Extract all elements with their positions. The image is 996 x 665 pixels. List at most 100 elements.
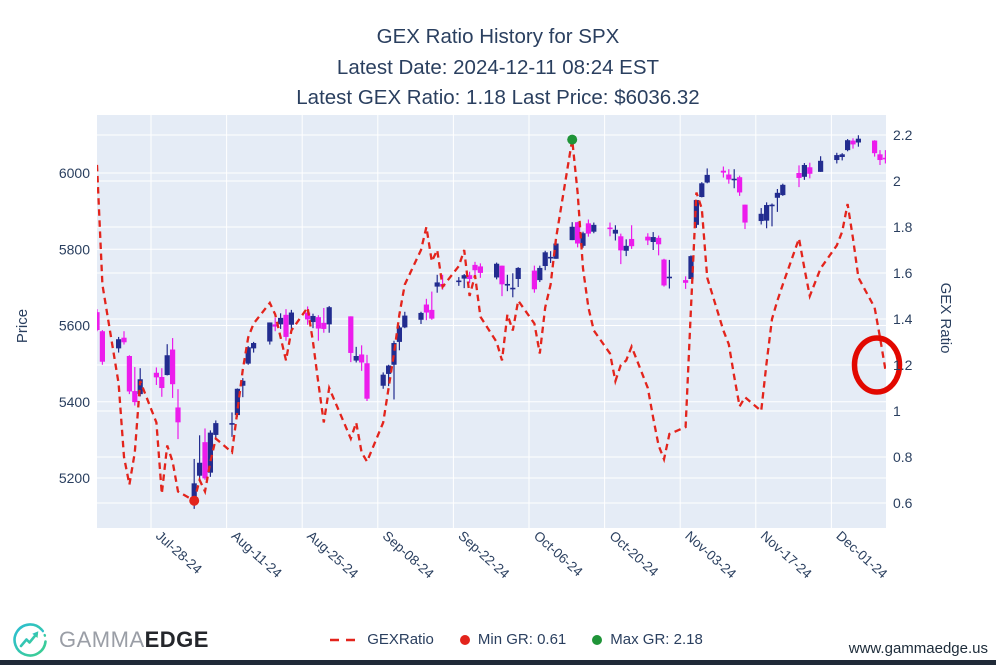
candle-body [278,317,284,325]
chart-title-block: GEX Ratio History for SPX Latest Date: 2… [0,22,996,114]
legend-label-max-gr: Max GR: 2.18 [610,631,703,648]
gammaedge-wordmark: GAMMAEDGE [59,627,209,652]
candle-body [591,224,597,232]
candle-body [807,167,813,174]
candle-body [353,356,359,361]
candle-body [758,213,764,222]
svg-text:6000: 6000 [59,165,90,181]
y-axis-left-ticks: 5200 5400 5600 5800 6000 [59,165,90,486]
candle-body [645,236,651,241]
latest-gex-subtitle: Latest GEX Ratio: 1.18 Last Price: $6036… [296,86,700,109]
site-url[interactable]: www.gammaedge.us [848,640,988,657]
svg-text:2.2: 2.2 [893,127,913,143]
candle-body [245,347,251,364]
candle-body [531,270,537,290]
svg-text:Nov-03-24: Nov-03-24 [682,528,739,582]
candle-body [731,178,737,181]
candle-body [380,374,386,386]
candle-body [769,204,775,207]
candle-body [461,275,467,279]
candle-body [801,164,807,177]
candle-body [207,432,213,473]
svg-text:1.2: 1.2 [893,357,913,373]
y-axis-left-title: Price [14,309,31,343]
candle-body [456,280,462,283]
candle-body [348,316,354,353]
svg-text:Nov-17-24: Nov-17-24 [758,528,815,582]
candle-body [402,315,408,328]
candle-body [197,462,203,476]
candle-body [137,379,143,395]
candle-body [423,304,429,313]
price-gex-chart: 5200 5400 5600 5800 6000 0.6 0.8 1 1.2 1.4 1.6 1.8 2… [14,115,954,582]
gammaedge-logo-icon [13,623,47,657]
candle-body [774,192,780,198]
legend-item-min-gr[interactable]: Min GR: 0.61 [459,631,567,648]
y-axis-right-ticks: 0.6 0.8 1 1.2 1.4 1.6 1.8 2 2.2 [893,127,913,511]
dashed-line-swatch-icon [330,638,359,641]
svg-text:0.8: 0.8 [893,449,913,465]
candle-body [661,259,667,286]
legend-item-gexratio[interactable]: GEXRatio [329,631,434,648]
min-gr-marker [189,495,200,506]
candle-body [542,252,548,267]
candlestick-series [97,135,886,509]
svg-text:Oct-20-24: Oct-20-24 [607,528,662,580]
candle-body [126,356,132,392]
candle-body [548,256,554,259]
candle-body [97,312,100,331]
candle-body [310,315,316,323]
latest-date-subtitle: Latest Date: 2024-12-11 08:24 EST [336,55,660,79]
candle-body [688,256,694,279]
candle-body [504,283,510,286]
candle-body [607,227,613,230]
x-axis-ticks: Jul-28-24 Aug-11-24 Aug-25-24 Sep-08-24 Sep-… [153,528,891,582]
candle-body [159,376,165,389]
candle-body [315,317,321,329]
candle-body [612,229,618,234]
svg-text:5600: 5600 [59,318,90,334]
candle-body [650,237,656,243]
candle-body [170,349,176,385]
legend-item-max-gr[interactable]: Max GR: 2.18 [592,631,703,648]
candle-body [780,184,786,196]
candle-body [537,267,543,281]
svg-text:Dec-01-24: Dec-01-24 [833,528,890,582]
candle-body [623,245,629,251]
candle-body [359,354,365,363]
candle-body [396,327,402,342]
candle-body [850,140,856,145]
candle-body [796,173,802,178]
candle-body [234,388,240,416]
gex-ratio-line [97,139,886,503]
candle-body [202,442,208,479]
candle-body [704,174,710,183]
gammaedge-logo: GAMMAEDGE [10,620,209,660]
candle-body [175,407,181,423]
max-dot-icon [592,634,603,645]
candle-body [855,138,861,143]
candle-body [818,160,824,172]
candle-body [213,423,219,435]
candle-body [434,282,440,287]
candle-body [191,483,197,497]
candle-body [267,322,273,342]
candle-body [305,312,311,320]
legend: GEXRatio Min GR: 0.61 Max GR: 2.18 [286,631,746,648]
candle-body [666,276,672,279]
candle-body [683,280,689,283]
svg-text:5800: 5800 [59,241,90,257]
candle-body [877,154,883,161]
candle-body [834,155,840,161]
candle-body [272,324,278,327]
svg-text:Aug-11-24: Aug-11-24 [229,528,286,581]
candle-body [467,275,473,279]
candle-body [229,423,235,425]
candle-body [494,263,500,278]
legend-label-gexratio: GEXRatio [367,631,434,648]
candle-body [499,265,505,285]
candle-body [726,174,732,180]
legend-label-min-gr: Min GR: 0.61 [477,631,567,648]
candle-body [720,170,726,173]
